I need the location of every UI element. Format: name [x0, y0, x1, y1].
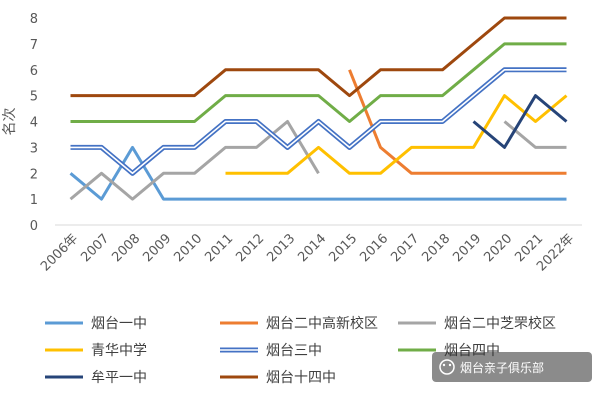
series-line — [70, 16, 567, 98]
y-tick-label: 1 — [30, 193, 38, 208]
x-tick-label: 2016 — [357, 231, 391, 265]
wechat-icon — [439, 359, 455, 375]
legend-item: 烟台一中 — [45, 316, 147, 332]
series-path — [225, 94, 568, 175]
legend-item: 烟台二中芝罘校区 — [398, 315, 556, 332]
y-tick-label: 0 — [30, 219, 38, 234]
legend-label: 烟台一中 — [91, 316, 147, 332]
x-tick-label: 2009 — [140, 231, 174, 265]
series-path — [70, 42, 567, 123]
legend-label: 烟台二中高新校区 — [266, 315, 378, 332]
legend-item: 青华中学 — [45, 343, 147, 359]
y-tick-label: 2 — [30, 167, 38, 182]
series-line — [348, 69, 567, 175]
series-layer — [69, 16, 568, 201]
x-tick-label: 2019 — [450, 231, 484, 265]
legend-item: 牟平一中 — [45, 370, 147, 386]
watermark: 烟台亲子俱乐部 — [432, 352, 592, 382]
series-line — [472, 94, 568, 149]
legend-label: 烟台二中芝罘校区 — [444, 315, 556, 332]
legend-item: 烟台三中 — [220, 343, 322, 359]
y-tick-label: 5 — [30, 90, 38, 105]
legend-item: 烟台二中高新校区 — [220, 315, 378, 332]
x-tick-label: 2011 — [202, 231, 236, 265]
watermark-background — [432, 352, 592, 382]
legend-label: 烟台三中 — [266, 343, 322, 359]
series-line — [225, 94, 568, 175]
y-tick-label: 7 — [30, 38, 38, 53]
x-tick-label: 2014 — [295, 231, 329, 265]
legend-label: 烟台十四中 — [266, 370, 336, 386]
x-tick-label: 2017 — [388, 231, 422, 265]
series-path — [348, 69, 567, 175]
x-tick-label: 2012 — [233, 231, 267, 265]
y-tick-label: 6 — [30, 64, 38, 79]
y-tick-label: 3 — [30, 141, 38, 156]
x-tick-label: 2010 — [171, 231, 205, 265]
y-axis-label: 名次 — [2, 108, 18, 136]
x-axis: 2006年20072008200920102011201220132014201… — [38, 224, 582, 274]
legend-label: 牟平一中 — [91, 370, 147, 386]
watermark-text: 烟台亲子俱乐部 — [460, 360, 544, 375]
x-tick-label: 2015 — [326, 231, 360, 265]
y-axis-ticks: 0 1 2 3 4 5 6 7 8 — [30, 12, 38, 234]
x-tick-label: 2013 — [264, 231, 298, 265]
x-tick-label: 2008 — [109, 231, 143, 265]
x-tick-label: 2018 — [419, 231, 453, 265]
series-path — [69, 120, 320, 201]
series-path — [70, 16, 567, 98]
series-path — [472, 94, 568, 149]
legend-item: 烟台十四中 — [220, 370, 336, 386]
x-tick-label: 2020 — [481, 231, 515, 265]
y-tick-label: 8 — [30, 12, 38, 27]
series-line — [70, 67, 567, 176]
x-tick-label: 2006年 — [38, 231, 81, 274]
y-tick-label: 4 — [30, 116, 38, 131]
legend-label: 青华中学 — [91, 343, 147, 359]
series-line — [70, 42, 567, 123]
x-tick-label: 2007 — [78, 231, 112, 265]
series-path-inner — [70, 69, 567, 175]
